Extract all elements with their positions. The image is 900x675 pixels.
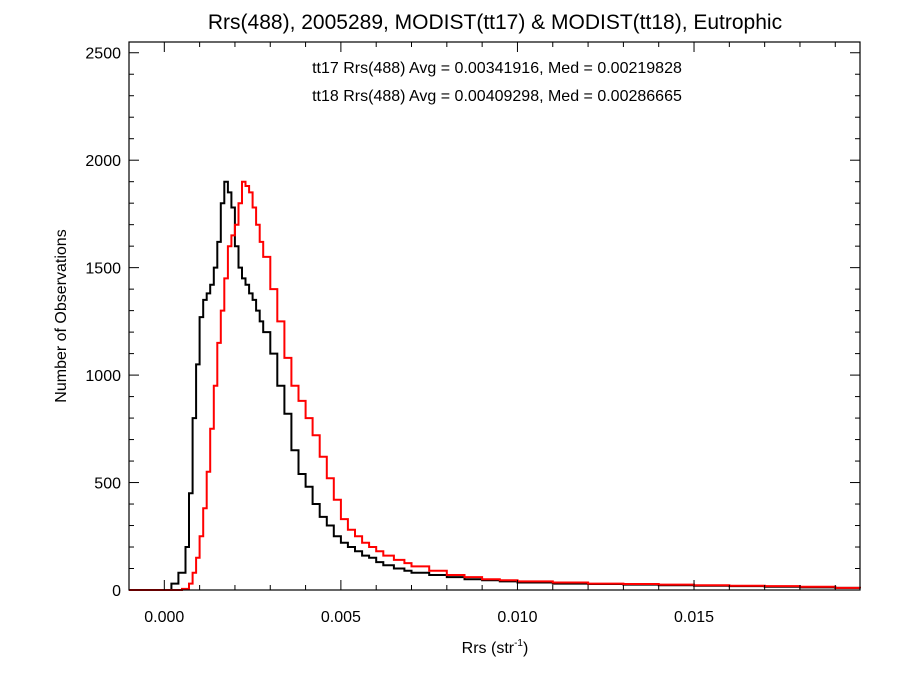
x-axis: 0.000 0.005 0.010 0.015 — [128, 42, 836, 626]
y-tick-label: 500 — [94, 476, 121, 493]
x-tick-label: 0.010 — [497, 609, 537, 626]
x-tick-label: 0.015 — [674, 609, 714, 626]
x-tick-label: 0.005 — [321, 609, 361, 626]
x-axis-label: Rrs (str-1) — [462, 638, 529, 657]
y-tick-label: 2000 — [85, 153, 121, 170]
annotation-tt17-stats: tt17 Rrs(488) Avg = 0.00341916, Med = 0.… — [312, 60, 682, 77]
x-axis-label-superscript: -1 — [514, 638, 523, 649]
plot-area-frame — [128, 41, 861, 591]
annotation-tt18-stats: tt18 Rrs(488) Avg = 0.00409298, Med = 0.… — [312, 88, 682, 105]
y-axis-label: Number of Observations — [53, 229, 70, 402]
y-tick-label: 2500 — [85, 46, 121, 63]
chart-title: Rrs(488), 2005289, MODIST(tt17) & MODIST… — [208, 11, 782, 34]
y-tick-label: 1500 — [85, 261, 121, 278]
x-axis-label-suffix: ) — [523, 640, 528, 657]
y-tick-label: 1000 — [85, 368, 121, 385]
series-1-line — [129, 180, 861, 591]
x-tick-label: 0.000 — [144, 609, 184, 626]
x-axis-label-main: Rrs (str — [462, 640, 515, 657]
y-tick-label: 0 — [112, 583, 121, 600]
y-axis: 0 500 1000 1500 2000 2500 — [85, 46, 860, 600]
